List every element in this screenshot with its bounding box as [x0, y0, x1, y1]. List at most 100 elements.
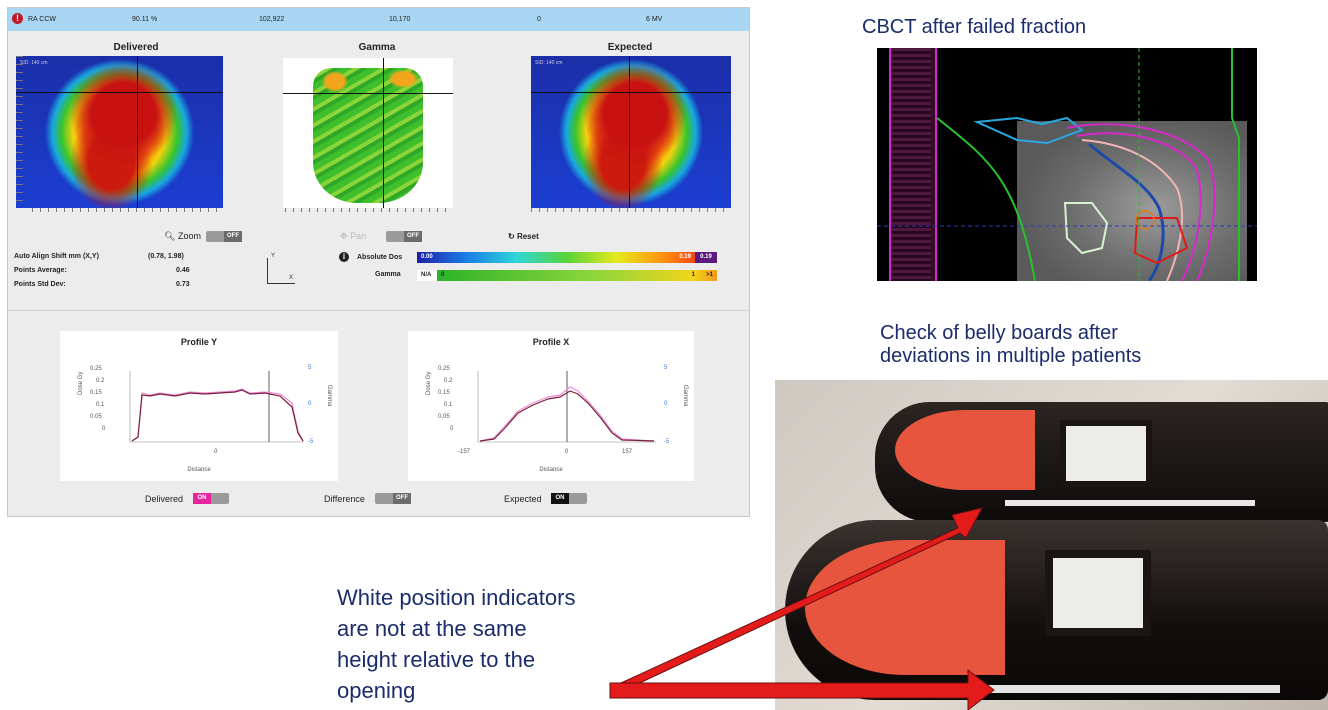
profile-x-xlabel: Distance [539, 467, 563, 473]
profile-y-y2tick: 0 [308, 401, 312, 407]
zoom-toggle-off: OFF [224, 231, 242, 242]
expected-toggle-label: Expected [504, 494, 542, 504]
profile-x-y2tick: -5 [664, 439, 670, 445]
profile-y-ytick: 0.25 [90, 366, 102, 372]
gamma-x-ruler [285, 208, 453, 220]
profile-x-ytick: 0.15 [438, 390, 450, 396]
axis-orientation-icon: Y X [264, 252, 300, 286]
profile-y-plot [129, 371, 304, 443]
sid-label: SID: 140 cm [20, 60, 48, 66]
header-energy: 6 MV [646, 16, 663, 23]
dosimetry-app-window: ! RA CCW 90.11 % 102,922 10,170 0 6 MV D… [7, 7, 750, 517]
profile-y-y2tick: -5 [308, 439, 314, 445]
header-value-3: 10,170 [389, 16, 411, 23]
profile-x-ytick: 0.2 [444, 378, 453, 384]
zoom-label: Zoom [177, 231, 201, 241]
profile-x-ytick: 0 [450, 426, 454, 432]
profile-x-chart[interactable]: Profile X Dose Gy Gamma Distance 0.25 0.… [408, 331, 694, 481]
delivered-toggle[interactable]: ON [193, 493, 229, 504]
sid-label-expected: SID: 140 cm [535, 60, 563, 66]
belly-title-line2: deviations in multiple patients [880, 345, 1142, 367]
zoom-toggle[interactable]: OFF [206, 231, 242, 242]
difference-toggle-label: Difference [324, 494, 365, 504]
delivered-x-ruler [32, 208, 223, 220]
expected-title: Expected [607, 42, 653, 53]
profile-y-title: Profile Y [180, 337, 218, 347]
gamma-na: N/A [421, 272, 432, 278]
pan-control[interactable]: ✥ Pan [340, 231, 366, 242]
expected-toggle-on: ON [551, 493, 569, 504]
reset-label: Reset [516, 232, 539, 241]
points-average-label: Points Average: [14, 267, 67, 274]
cbct-title: CBCT after failed fraction [862, 16, 1087, 38]
profile-x-xtick: -157 [458, 449, 471, 455]
gamma-gt1: >1 [706, 272, 713, 278]
caption-line2: are not at the same [337, 616, 527, 641]
delivered-toggle-label: Delivered [145, 494, 184, 504]
auto-align-label: Auto Align Shift mm (X,Y) [14, 253, 99, 260]
expected-dose-map[interactable]: SID: 140 cm [531, 56, 731, 208]
profile-y-ytick: 0.15 [90, 390, 102, 396]
points-std-value: 0.73 [176, 281, 190, 288]
profile-y-ytick: 0.05 [90, 414, 102, 420]
cbct-image [877, 48, 1257, 281]
profile-y-xtick: 0 [214, 449, 218, 455]
reset-icon: ↻ [508, 232, 515, 241]
caption-line4: opening [337, 678, 416, 703]
abs-dose-max-2: 0.19 [695, 252, 717, 263]
points-average-value: 0.46 [176, 267, 190, 274]
gamma-one: 1 [691, 272, 695, 278]
zoom-control[interactable]: 🔍︎ Zoom [164, 231, 201, 242]
gamma-zero: 0 [441, 272, 445, 278]
profile-x-y2tick: 0 [664, 401, 668, 407]
abs-dose-min: 0.00 [421, 254, 433, 260]
absolute-dose-label: Absolute Dos [357, 254, 403, 261]
profile-y-chart[interactable]: Profile Y Dose Gy Gamma Distance 0.25 0.… [60, 331, 338, 481]
pan-toggle-off: OFF [404, 231, 422, 242]
profile-x-ytick: 0.05 [438, 414, 450, 420]
gamma-title: Gamma [358, 42, 396, 53]
pan-label: Pan [350, 231, 367, 241]
header-value-2: 102,922 [259, 16, 285, 23]
profile-x-ytick: 0.25 [438, 366, 450, 372]
profile-x-plot [477, 371, 656, 443]
auto-align-value: (0.78, 1.98) [148, 253, 184, 260]
reset-button[interactable]: ↻ Reset [508, 232, 539, 241]
header-bar: ! RA CCW 90.11 % 102,922 10,170 0 6 MV [8, 8, 749, 31]
gamma-colorbar: N/A 0 1 >1 [417, 270, 717, 281]
profile-y-xlabel: Distance [187, 467, 211, 473]
info-icon[interactable]: i [339, 252, 349, 262]
belly-board-photo [775, 380, 1328, 710]
difference-toggle[interactable]: OFF [375, 493, 411, 504]
delivered-dose-map[interactable]: SID: 140 cm [16, 56, 223, 208]
delivered-toggle-on: ON [193, 493, 211, 504]
pan-icon: ✥ [340, 231, 348, 241]
delivered-y-ruler [16, 56, 23, 208]
belly-title-line1: Check of belly boards after [880, 322, 1118, 344]
caption-line3: height relative to the [337, 647, 536, 672]
axis-y-label: Y [271, 253, 276, 259]
axis-x-label: X [289, 275, 294, 281]
expected-toggle[interactable]: ON [551, 493, 587, 504]
caption-line1: White position indicators [337, 585, 576, 610]
profile-x-y2tick: 5 [664, 365, 668, 371]
profile-y-ytick: 0 [102, 426, 106, 432]
profile-y-ytick: 0.1 [96, 402, 105, 408]
gamma-map[interactable] [283, 58, 453, 208]
alert-icon[interactable]: ! [12, 13, 23, 24]
profile-y-y2tick: 5 [308, 365, 312, 371]
pan-toggle[interactable]: OFF [386, 231, 422, 242]
plan-name: RA CCW [28, 16, 56, 23]
difference-toggle-off: OFF [393, 493, 411, 504]
expected-x-ruler [531, 208, 731, 220]
header-value-4: 0 [537, 16, 541, 23]
profile-y-ytick: 0.2 [96, 378, 105, 384]
points-std-label: Points Std Dev: [14, 281, 66, 288]
profile-x-title: Profile X [532, 337, 570, 347]
divider [8, 310, 749, 311]
header-gamma-pass: 90.11 % [132, 16, 158, 23]
delivered-title: Delivered [113, 42, 159, 53]
abs-dose-max: 0.19 [679, 254, 691, 260]
profile-x-xtick: 157 [622, 449, 633, 455]
profile-x-ytick: 0.1 [444, 402, 453, 408]
